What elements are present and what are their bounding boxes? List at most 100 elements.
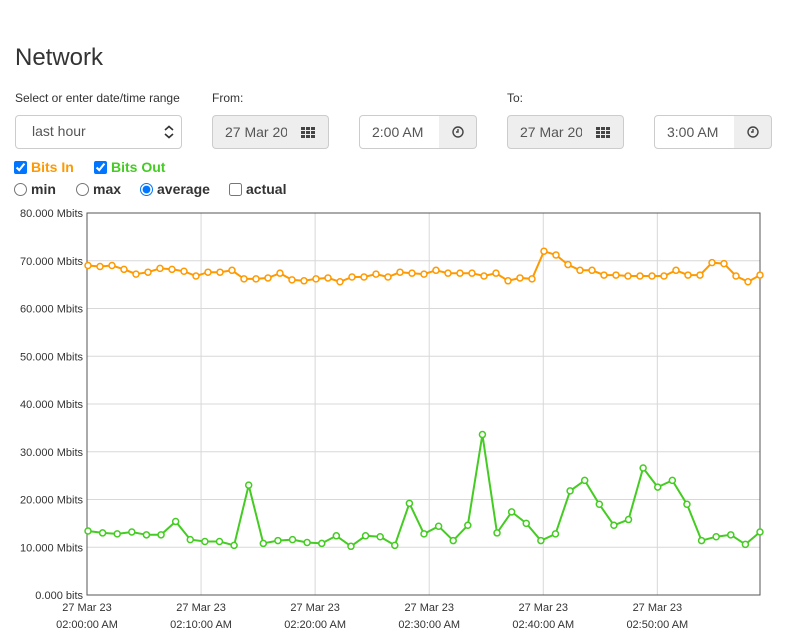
bits_out-point: [464, 521, 472, 530]
bits_out-point: [566, 487, 574, 495]
mode-actual-label: actual: [246, 181, 287, 197]
bits_in-point: [612, 271, 620, 279]
range-select-value: last hour: [32, 123, 86, 139]
x-tick-time: 02:50:00 AM: [626, 619, 688, 631]
chevron-updown-icon: [164, 125, 174, 139]
bits_in-point: [336, 278, 344, 286]
bits_in-point: [732, 272, 740, 280]
bits_in-point: [144, 268, 152, 276]
mode-average[interactable]: average: [140, 181, 210, 197]
range-select[interactable]: last hour: [15, 115, 182, 149]
mode-min-radio[interactable]: [14, 182, 27, 196]
bits_in-point: [408, 269, 416, 277]
bits_out-point: [683, 500, 691, 509]
from-label: From:: [212, 91, 244, 105]
calendar-grid-icon: [595, 126, 610, 138]
from-time-input[interactable]: 2:00 AM: [359, 115, 440, 149]
to-date-input[interactable]: 27 Mar 2023: [507, 115, 583, 149]
bits_in-point: [348, 273, 356, 281]
bits_out-point: [580, 476, 589, 485]
mode-actual-checkbox[interactable]: [229, 182, 242, 196]
from-date-input[interactable]: 27 Mar 2023: [212, 115, 288, 149]
y-tick-label: 50.000 Mbits: [20, 351, 83, 363]
range-label: Select or enter date/time range: [15, 91, 180, 105]
bits_in-point: [192, 272, 200, 280]
bits_in-point: [564, 260, 572, 269]
x-tick-time: 02:40:00 AM: [512, 619, 574, 631]
bits_out-point: [522, 519, 531, 528]
bits_in-point: [372, 270, 380, 278]
bits_in-point: [264, 274, 272, 282]
mode-max-radio[interactable]: [76, 182, 89, 196]
bits_in-point: [720, 259, 728, 268]
mode-actual[interactable]: actual: [229, 181, 286, 197]
clock-icon: [451, 126, 464, 138]
y-tick-label: 70.000 Mbits: [20, 256, 83, 268]
bits-out-label: Bits Out: [111, 159, 166, 175]
x-tick-date: 27 Mar 23: [176, 602, 226, 614]
bits_out-point: [303, 538, 311, 547]
bits_out-point: [727, 531, 735, 539]
network-chart: 0.000 bits 10.000 Mbits 20.000 Mbits 30.000…: [20, 208, 764, 631]
bits_out-point: [595, 500, 604, 509]
bits_out-point: [84, 527, 92, 535]
bits_in-point: [204, 268, 212, 276]
bits_in-point: [696, 271, 704, 279]
bits_out-point: [259, 539, 268, 548]
bits_in-point: [444, 269, 452, 277]
bits_in-point: [312, 275, 320, 283]
x-tick-time: 02:30:00 AM: [398, 619, 460, 631]
bits_in-point: [252, 275, 260, 283]
bits_out-point: [668, 476, 677, 485]
bits_in-point: [180, 267, 188, 276]
x-tick-date: 27 Mar 23: [290, 602, 340, 614]
bits_in-point: [756, 271, 764, 279]
bits_in-point: [120, 265, 128, 274]
bits-in-toggle[interactable]: Bits In: [14, 159, 74, 175]
mode-min[interactable]: min: [14, 181, 56, 197]
bits_out-point: [113, 530, 121, 538]
clock-icon: [746, 126, 759, 138]
from-calendar-button[interactable]: [287, 115, 329, 149]
x-tick-time: 02:20:00 AM: [284, 619, 346, 631]
bits_out-point: [98, 529, 107, 537]
x-tick-time: 02:00:00 AM: [56, 619, 118, 631]
bits_in-point: [108, 261, 116, 270]
to-clock-button[interactable]: [734, 115, 772, 149]
bits_in-point: [648, 272, 656, 280]
bits_in-point: [168, 265, 176, 274]
bits_in-point: [420, 270, 428, 278]
bits-out-toggle[interactable]: Bits Out: [94, 159, 165, 175]
bits_out-point: [434, 522, 443, 530]
bits_in-point: [432, 266, 440, 275]
mode-max[interactable]: max: [76, 181, 121, 197]
bits-in-checkbox[interactable]: [14, 160, 27, 174]
bits_out-point: [128, 528, 136, 536]
bits_in-point: [552, 251, 560, 259]
to-calendar-button[interactable]: [582, 115, 624, 149]
from-clock-button[interactable]: [439, 115, 477, 149]
bits_in-point: [300, 277, 308, 285]
bits_in-point: [360, 273, 368, 281]
bits_in-point: [636, 272, 644, 280]
bits_in-point: [672, 266, 680, 275]
bits_out-point: [405, 499, 414, 508]
bits_out-point: [610, 521, 618, 530]
bits_in-point: [528, 275, 536, 283]
bits_in-point: [684, 271, 692, 279]
plot-border: [86, 212, 761, 596]
bits-out-checkbox[interactable]: [94, 160, 107, 174]
bits_out-point: [361, 532, 370, 540]
to-time-input[interactable]: 3:00 AM: [654, 115, 735, 149]
bits_in-point: [132, 270, 140, 278]
bits_out-point: [171, 517, 180, 526]
x-tick-date: 27 Mar 23: [519, 602, 569, 614]
bits_out-point: [186, 535, 195, 544]
bits_out-point: [712, 532, 720, 541]
mode-average-radio[interactable]: [140, 182, 153, 196]
to-label: To:: [507, 91, 524, 105]
bits_in-point: [96, 262, 104, 271]
bits_in-point: [324, 274, 332, 282]
bits_out-point: [741, 540, 750, 549]
bits_out-point: [332, 532, 341, 540]
